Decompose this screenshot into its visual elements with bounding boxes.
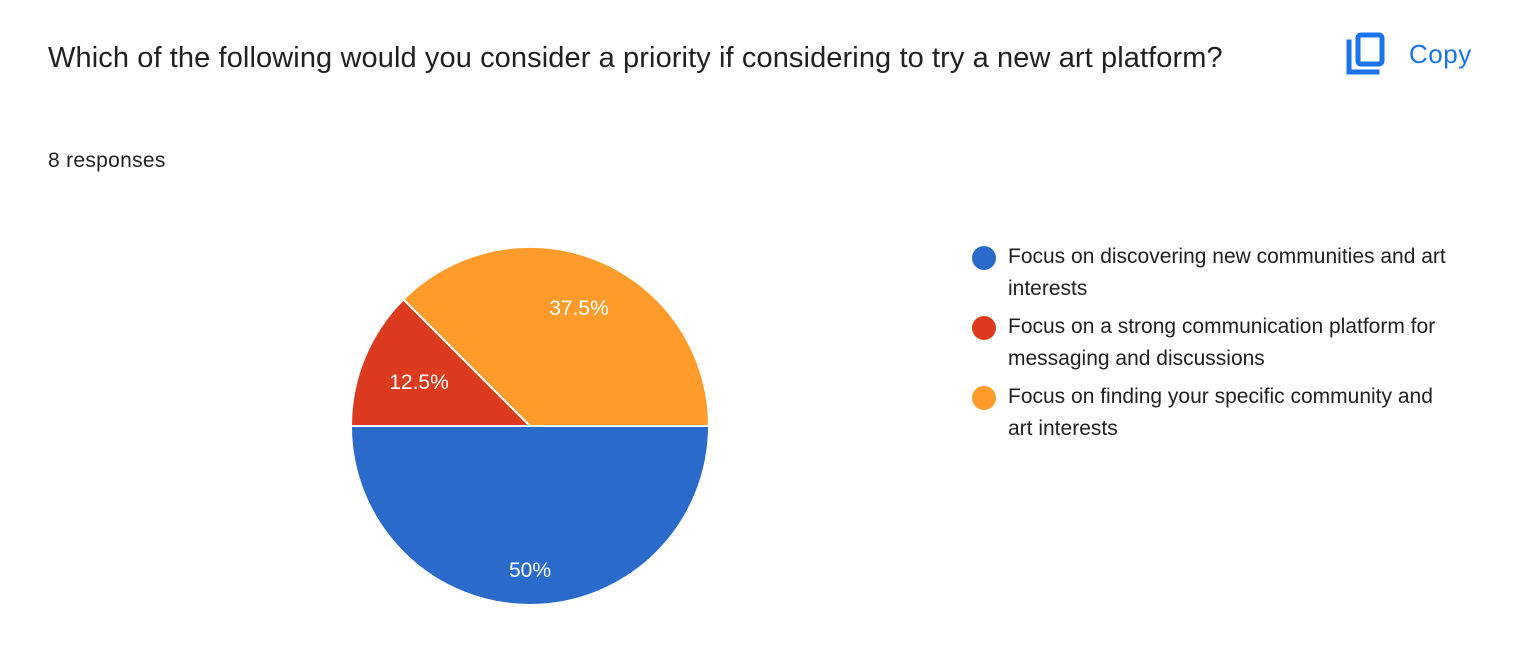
slice-label-communication: 12.5% bbox=[389, 371, 449, 394]
slice-label-specific-community: 37.5% bbox=[549, 297, 609, 320]
question-title: Which of the following would you conside… bbox=[48, 42, 1223, 74]
copy-label: Copy bbox=[1409, 38, 1472, 69]
copy-icon bbox=[1346, 32, 1385, 75]
pie-slice-communication[interactable] bbox=[349, 297, 533, 427]
legend-dot-orange-icon bbox=[972, 386, 996, 410]
legend-dot-red-icon bbox=[972, 316, 996, 340]
legend-dot-blue-icon bbox=[972, 246, 996, 270]
legend-item-discovering[interactable]: Focus on discovering new communities and… bbox=[972, 241, 1452, 305]
legend-item-communication[interactable]: Focus on a strong communication platform… bbox=[972, 311, 1452, 375]
slice-label-discovering: 50% bbox=[509, 559, 551, 582]
copy-button[interactable]: Copy bbox=[1345, 30, 1472, 78]
pie-slice-specific-community[interactable] bbox=[401, 245, 711, 427]
pie-slice-discovering[interactable] bbox=[349, 425, 711, 606]
response-count: 8 responses bbox=[48, 149, 166, 172]
legend-label: Focus on discovering new communities and… bbox=[1008, 245, 1446, 300]
legend-item-specific-community[interactable]: Focus on finding your specific community… bbox=[972, 381, 1452, 445]
chart-legend: Focus on discovering new communities and… bbox=[972, 241, 1452, 451]
legend-label: Focus on a strong communication platform… bbox=[1008, 315, 1436, 370]
legend-label: Focus on finding your specific community… bbox=[1008, 385, 1433, 440]
